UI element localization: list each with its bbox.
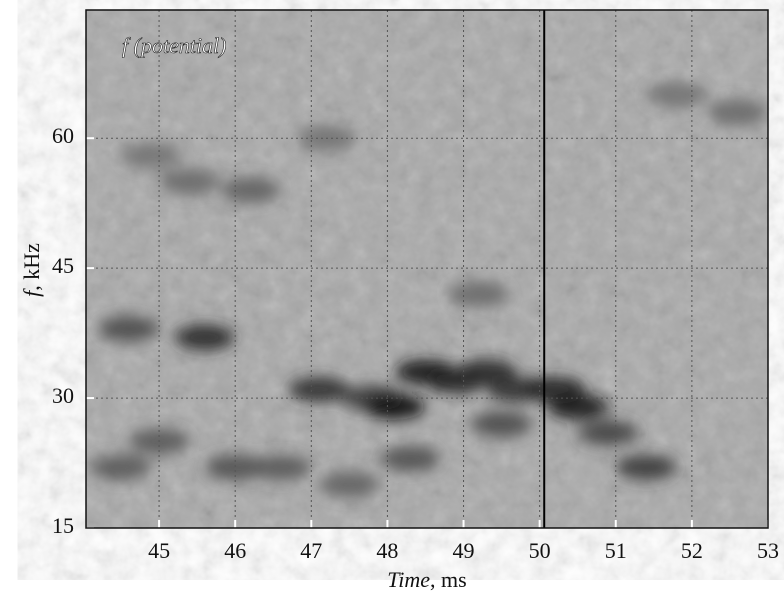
spectral-blob — [91, 454, 151, 480]
x-axis-label: Time, ms — [387, 567, 466, 592]
spectral-blob — [99, 316, 159, 342]
chart: 45 46 47 48 49 50 51 52 53 15 30 45 60 f (potential)… — [0, 0, 784, 597]
x-unit: , ms — [430, 567, 467, 592]
x-tick-label: 45 — [148, 538, 170, 563]
x-tick-label: 49 — [453, 538, 475, 563]
y-tick-label: 30 — [52, 383, 74, 408]
spectral-blob — [380, 446, 440, 472]
y-tick-label: 60 — [52, 123, 74, 148]
x-tick-label: 51 — [605, 538, 627, 563]
spectral-blob — [472, 411, 532, 437]
x-tick-label: 47 — [300, 538, 322, 563]
x-label: Time — [387, 567, 430, 592]
spectral-blob — [160, 169, 220, 195]
x-tick-label: 48 — [376, 538, 398, 563]
y-axis-label: f, kHz — [19, 243, 44, 297]
x-tick-label: 52 — [681, 538, 703, 563]
annotation: f (potential) — [122, 33, 226, 58]
spectral-blob — [121, 143, 181, 169]
y-tick-label: 15 — [52, 513, 74, 538]
spectral-blob — [708, 99, 768, 125]
spectral-blob — [616, 454, 676, 480]
spectral-blob — [251, 454, 311, 480]
y-unit: , kHz — [19, 243, 44, 291]
x-tick-label: 50 — [529, 538, 551, 563]
x-tick-label: 46 — [224, 538, 246, 563]
spectral-blob — [175, 324, 235, 350]
y-tick-label: 45 — [52, 253, 74, 278]
spectral-blob — [647, 82, 707, 108]
spectral-blob — [220, 177, 280, 203]
spectral-blob — [578, 420, 638, 446]
spectral-blob — [449, 281, 509, 307]
spectral-blob — [319, 472, 379, 498]
x-tick-label: 53 — [757, 538, 779, 563]
